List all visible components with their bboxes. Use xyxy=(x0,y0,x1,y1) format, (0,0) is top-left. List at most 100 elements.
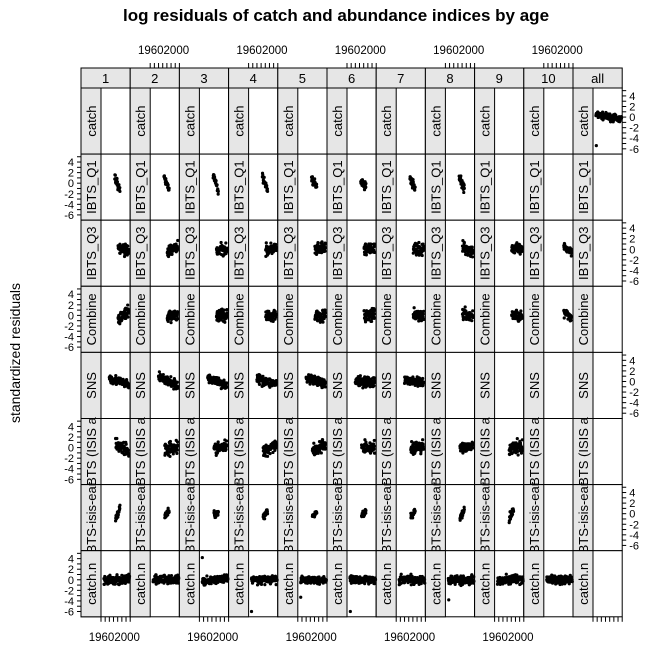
x-tick-label: 19602000 xyxy=(236,45,287,57)
data-point xyxy=(316,241,320,245)
x-tick-label: 19602000 xyxy=(89,632,140,644)
data-point xyxy=(358,374,362,378)
data-point xyxy=(205,574,209,578)
row-strip-label-IBTS_Q1: IBTS_Q1 xyxy=(379,160,394,213)
data-point xyxy=(412,306,416,310)
y-tick-label: -2 xyxy=(629,387,639,399)
y-tick-label: -2 xyxy=(629,519,639,531)
y-tick-label: -4 xyxy=(64,596,74,608)
y-tick-label: 4 xyxy=(68,157,74,169)
data-point xyxy=(124,442,128,446)
data-point xyxy=(460,516,464,520)
y-tick-label: 4 xyxy=(68,421,74,433)
series-IBTS_Q1-1 xyxy=(113,173,122,194)
data-point xyxy=(372,376,376,380)
data-point xyxy=(175,448,179,452)
data-point xyxy=(421,444,425,449)
data-point xyxy=(127,580,131,584)
data-point xyxy=(169,574,174,578)
data-point xyxy=(115,436,119,441)
row-strip-label-SNS: SNS xyxy=(527,372,542,399)
data-point xyxy=(103,574,107,579)
data-point xyxy=(370,319,374,324)
row-strip-label-Combined: Combine xyxy=(576,293,591,345)
y-tick-label: 2 xyxy=(629,102,635,114)
row-strip-label-SNS: SNS xyxy=(379,372,394,399)
data-point xyxy=(263,583,267,587)
data-point xyxy=(421,376,425,381)
data-point xyxy=(312,441,316,445)
data-point xyxy=(372,444,376,448)
row-strip-label-catch.n: catch.n xyxy=(84,563,99,605)
data-point xyxy=(224,241,228,245)
data-point xyxy=(274,379,278,383)
data-point xyxy=(268,452,272,456)
row-strip-label-BTS-isis-early: BTS-isis-ear xyxy=(379,481,394,553)
data-point xyxy=(314,182,319,186)
data-point xyxy=(364,511,368,515)
strip-label-col-1: 1 xyxy=(102,71,109,86)
y-tick-label: 0 xyxy=(68,575,74,587)
data-point xyxy=(413,509,417,513)
data-point xyxy=(222,308,226,312)
data-point xyxy=(462,507,466,512)
row-strip-label-catch.n: catch.n xyxy=(281,563,296,605)
data-point xyxy=(212,175,217,179)
data-point xyxy=(274,583,278,587)
row-strip-label-Combined: Combine xyxy=(232,293,247,345)
row-strip-label-Combined: Combine xyxy=(478,293,493,345)
series-BTS-isis-3 xyxy=(212,438,229,457)
y-tick-label: 2 xyxy=(68,564,74,576)
data-point xyxy=(513,251,517,255)
data-point xyxy=(363,242,368,246)
data-point xyxy=(161,373,165,377)
data-point xyxy=(417,240,421,245)
data-point xyxy=(274,248,278,253)
y-tick-label: 4 xyxy=(68,289,74,301)
data-point xyxy=(520,438,524,442)
row-strip-label-BTS-isis-early: BTS-isis-ear xyxy=(133,481,148,553)
series-Combined-5 xyxy=(313,308,328,324)
row-strip-label-IBTS_Q1: IBTS_Q1 xyxy=(133,160,148,213)
y-tick-label: -6 xyxy=(64,607,74,619)
data-point xyxy=(216,510,220,514)
data-point xyxy=(600,110,605,114)
row-strip-label-catch: catch xyxy=(576,106,591,137)
row-strip-label-Combined: Combine xyxy=(84,293,99,345)
data-point xyxy=(519,309,523,313)
series-BTS-isis-2 xyxy=(163,438,180,458)
row-strip-label-IBTS_Q1: IBTS_Q1 xyxy=(232,160,247,213)
data-point xyxy=(414,440,418,444)
row-strip-label-catch: catch xyxy=(428,106,443,137)
y-tick-label: -6 xyxy=(64,342,74,354)
row-strip-label-IBTS_Q3: IBTS_Q3 xyxy=(281,227,296,280)
data-point xyxy=(423,581,427,585)
row-strip-label-IBTS_Q3: IBTS_Q3 xyxy=(84,227,99,280)
data-point xyxy=(169,321,173,325)
row-strip-label-IBTS_Q3: IBTS_Q3 xyxy=(330,227,345,280)
y-tick-label: 0 xyxy=(68,443,74,455)
row-strip-label-Combined: Combine xyxy=(527,293,542,345)
data-point xyxy=(323,249,327,253)
data-point xyxy=(225,444,229,448)
data-point xyxy=(458,518,462,522)
row-strip-catch.n-1 xyxy=(80,550,102,618)
data-point xyxy=(515,437,519,441)
row-strip-label-Combined: Combine xyxy=(133,293,148,345)
data-point xyxy=(373,379,377,383)
y-tick-label: -6 xyxy=(629,540,639,552)
outlier-point xyxy=(348,609,352,614)
data-point xyxy=(364,508,368,513)
series-BTS-isis-8 xyxy=(458,440,475,455)
data-point xyxy=(126,448,130,452)
data-point xyxy=(520,316,524,320)
data-point xyxy=(273,448,277,452)
data-point xyxy=(462,240,466,245)
data-point xyxy=(168,454,172,458)
data-point xyxy=(458,176,463,180)
data-point xyxy=(570,580,574,584)
x-tick-label: 19602000 xyxy=(532,45,583,57)
row-strip-label-SNS: SNS xyxy=(428,372,443,399)
data-point xyxy=(225,311,229,315)
